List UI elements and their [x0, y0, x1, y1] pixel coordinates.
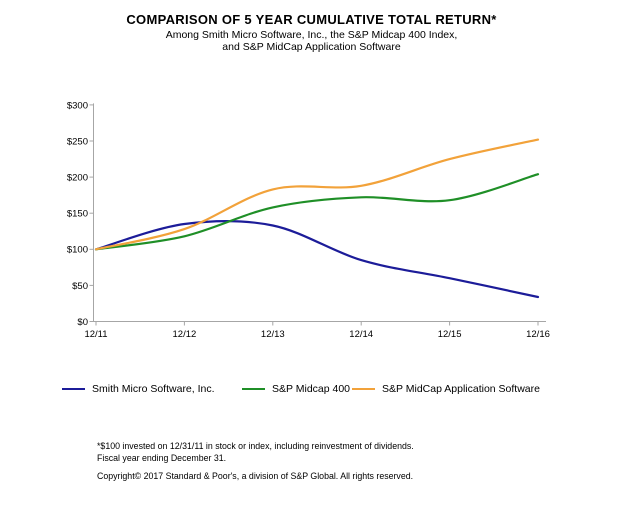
legend-label: S&P Midcap 400 — [272, 383, 351, 395]
x-axis-tick-label: 12/11 — [84, 329, 107, 340]
x-axis-tick-label: 12/13 — [261, 329, 285, 340]
footnote-block: *$100 invested on 12/31/11 in stock or i… — [97, 440, 414, 464]
legend-item-smith-micro: Smith Micro Software, Inc. — [62, 382, 215, 396]
copyright-line: Copyright© 2017 Standard & Poor's, a div… — [97, 471, 414, 481]
series-line-smith-micro-software-inc — [94, 219, 540, 299]
y-axis-tick-label: $300 — [67, 100, 88, 111]
y-axis-tick-label: $50 — [72, 281, 88, 292]
x-axis-tick-label: 12/12 — [173, 329, 197, 340]
legend-item-sp-midcap-400: S&P Midcap 400 — [242, 382, 350, 396]
legend-label: Smith Micro Software, Inc. — [92, 383, 215, 395]
chart-legend: Smith Micro Software, Inc. S&P Midcap 40… — [0, 382, 623, 396]
chart-title: COMPARISON OF 5 YEAR CUMULATIVE TOTAL RE… — [126, 12, 497, 27]
y-axis-tick-label: $250 — [67, 136, 88, 147]
y-axis-tick-label: $0 — [77, 317, 88, 328]
x-axis-tick-label: 12/15 — [438, 329, 462, 340]
series-line-s-p-midcap-400 — [94, 173, 540, 251]
series-line-s-p-midcap-application-software — [94, 138, 540, 251]
y-axis-tick-label: $100 — [67, 245, 88, 256]
legend-swatch-smith-micro — [62, 387, 85, 391]
legend-label: S&P MidCap Application Software — [382, 383, 540, 395]
legend-item-sp-midcap-app-software: S&P MidCap Application Software — [352, 382, 540, 396]
footnote-fiscal: Fiscal year ending December 31. — [97, 453, 227, 463]
chart-subtitle-line-1: Among Smith Micro Software, Inc., the S&… — [165, 29, 458, 41]
chart-subtitle-line-2: and S&P MidCap Application Software — [222, 41, 401, 53]
y-axis-tick-label: $200 — [67, 173, 88, 184]
y-axis-tick-label: $150 — [67, 209, 88, 220]
x-axis-tick-label: 12/16 — [526, 329, 550, 340]
x-axis-tick-label: 12/14 — [349, 329, 373, 340]
footnote-invested: *$100 invested on 12/31/11 in stock or i… — [97, 441, 414, 451]
legend-swatch-sp-midcap-app-software — [352, 387, 375, 391]
legend-swatch-sp-midcap-400 — [242, 387, 265, 391]
